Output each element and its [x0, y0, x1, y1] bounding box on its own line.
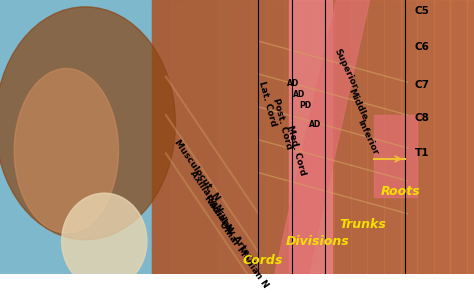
- Bar: [218, 0, 235, 274]
- Text: C8: C8: [415, 113, 429, 123]
- Bar: [152, 0, 474, 274]
- Text: Lat. Cord: Lat. Cord: [257, 81, 278, 128]
- Text: Axillary N: Axillary N: [188, 169, 224, 214]
- Bar: [318, 0, 334, 274]
- Text: Trunks: Trunks: [339, 218, 386, 231]
- Text: Radial N: Radial N: [202, 194, 234, 234]
- Text: Post. Cord: Post. Cord: [271, 97, 293, 150]
- Text: AD: AD: [292, 90, 305, 99]
- Bar: [301, 0, 318, 274]
- Bar: [251, 0, 268, 274]
- Text: Middle: Middle: [346, 87, 369, 122]
- Text: AD: AD: [287, 79, 299, 88]
- Bar: [384, 0, 401, 274]
- Bar: [334, 0, 351, 274]
- Text: Inferior: Inferior: [355, 118, 380, 156]
- Bar: [152, 0, 168, 274]
- Text: PD: PD: [300, 101, 312, 110]
- Text: C5: C5: [415, 6, 429, 16]
- Bar: [185, 0, 201, 274]
- Bar: [284, 0, 301, 274]
- Bar: [268, 0, 284, 274]
- Text: Divisions: Divisions: [286, 235, 349, 248]
- Bar: [450, 0, 467, 274]
- Ellipse shape: [62, 193, 147, 289]
- Bar: [367, 0, 384, 274]
- Text: Superior: Superior: [333, 47, 359, 90]
- Text: C6: C6: [415, 42, 429, 52]
- Bar: [467, 0, 474, 274]
- Bar: [201, 0, 218, 274]
- Bar: [401, 0, 417, 274]
- Text: Med. Cord: Med. Cord: [285, 125, 307, 177]
- Polygon shape: [275, 0, 370, 274]
- Text: T1: T1: [415, 149, 429, 159]
- Polygon shape: [289, 0, 332, 274]
- Bar: [417, 0, 434, 274]
- Text: Cords: Cords: [243, 254, 283, 267]
- Bar: [168, 0, 185, 274]
- Text: Ulnar Median N: Ulnar Median N: [218, 220, 270, 289]
- Text: Roots: Roots: [381, 185, 420, 198]
- Bar: [235, 0, 251, 274]
- Bar: [434, 0, 450, 274]
- Text: Axillary Artery: Axillary Artery: [207, 200, 257, 266]
- Polygon shape: [374, 115, 417, 197]
- Bar: [0, 0, 152, 274]
- Text: AD: AD: [309, 120, 321, 129]
- Ellipse shape: [14, 69, 118, 233]
- Bar: [351, 0, 367, 274]
- Text: C7: C7: [415, 80, 430, 90]
- Text: Musculocut. N: Musculocut. N: [172, 138, 221, 202]
- Ellipse shape: [0, 7, 175, 240]
